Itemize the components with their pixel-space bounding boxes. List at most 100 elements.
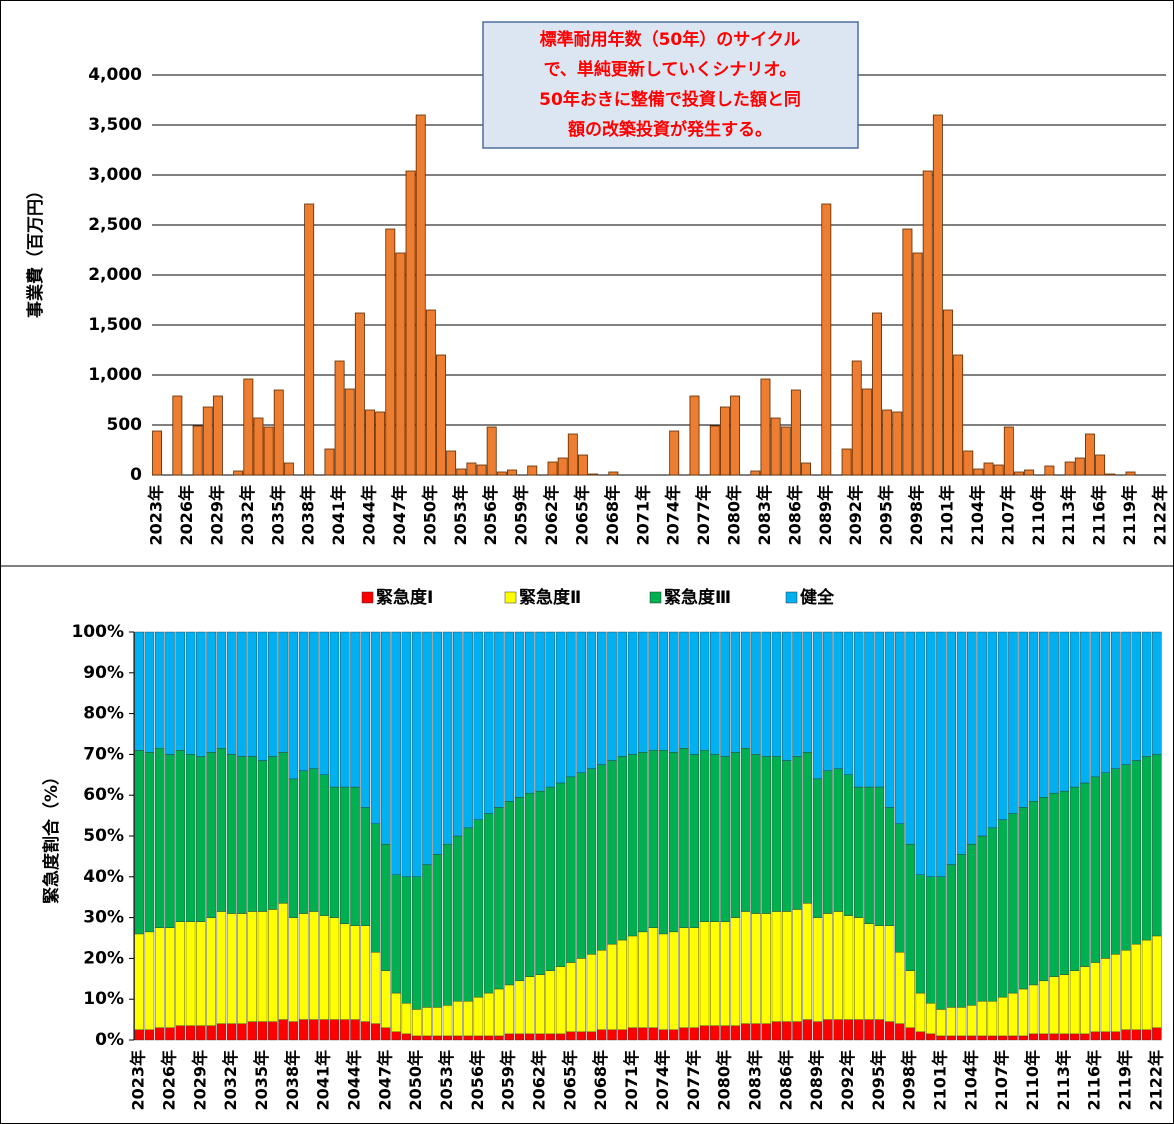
bar-segment — [1100, 1031, 1111, 1041]
bar-segment — [453, 1001, 463, 1037]
bar — [415, 114, 426, 476]
bar-segment — [792, 631, 802, 757]
x-tick-label: 2101年 — [937, 485, 956, 546]
y-tick-label: 0% — [95, 1030, 124, 1050]
bar-segment — [165, 754, 175, 929]
annotation-text: 50年おきに整備で投資した額と同 — [539, 89, 801, 110]
bar-segment — [514, 980, 525, 1035]
bar-segment — [792, 909, 802, 1022]
y-tick-label: 1,500 — [88, 315, 142, 335]
bar — [354, 312, 365, 476]
bar-segment — [350, 925, 360, 1020]
bar-segment — [946, 1035, 956, 1041]
bar-segment — [268, 631, 278, 757]
bar-segment — [555, 631, 566, 784]
legend-label: 緊急度Ⅱ — [519, 587, 581, 608]
bar-segment — [751, 631, 761, 755]
bar-segment — [566, 1031, 576, 1041]
x-tick-label: 2047年 — [375, 1050, 394, 1111]
bar-segment — [925, 1033, 936, 1041]
bar-segment — [401, 1003, 412, 1035]
bar — [801, 462, 811, 476]
bar-segment — [216, 911, 227, 1024]
bar-segment — [740, 748, 751, 912]
x-tick-label: 2029年 — [207, 485, 226, 546]
bar-segment — [956, 854, 967, 1008]
x-tick-label: 2086年 — [776, 1050, 795, 1111]
x-tick-label: 2059年 — [499, 1050, 518, 1111]
bar-segment — [134, 631, 144, 751]
bar-segment — [597, 764, 607, 951]
y-tick-label: 70% — [83, 744, 124, 764]
bar-segment — [401, 1033, 412, 1041]
bar — [283, 462, 294, 476]
bar-segment — [1090, 962, 1100, 1033]
x-tick-label: 2119年 — [1116, 1050, 1135, 1111]
bar-segment — [617, 939, 628, 1030]
bar-segment — [710, 754, 720, 922]
y-tick-label: 3,500 — [88, 115, 142, 135]
bar-segment — [597, 631, 607, 765]
bar-segment — [494, 807, 504, 990]
bar-segment — [411, 1035, 422, 1041]
bar-segment — [771, 756, 782, 912]
bar-segment — [905, 631, 915, 845]
bar-segment — [340, 631, 350, 788]
x-tick-label: 2050年 — [406, 1050, 425, 1111]
bar-segment — [226, 754, 237, 914]
bar-segment — [915, 1031, 926, 1041]
bar-segment — [134, 1029, 144, 1041]
bar — [486, 426, 497, 476]
bar-segment — [329, 631, 340, 788]
bar-segment — [905, 1027, 915, 1041]
bar-segment — [1131, 943, 1142, 1030]
bar-segment — [668, 1029, 679, 1041]
bar-segment — [1110, 768, 1121, 955]
bar — [233, 470, 244, 476]
bar-segment — [525, 976, 535, 1035]
bar-segment — [648, 631, 658, 751]
x-tick-label: 2029年 — [190, 1050, 209, 1111]
bar-segment — [381, 970, 391, 1028]
bar-segment — [401, 876, 412, 1004]
bar — [872, 312, 882, 476]
y-tick-label: 2,500 — [88, 215, 142, 235]
bar-segment — [350, 786, 360, 926]
bar-segment — [370, 823, 381, 953]
bar-segment — [946, 864, 956, 1008]
bar-segment — [761, 913, 771, 1024]
x-tick-label: 2083年 — [755, 485, 774, 546]
bar-segment — [648, 750, 658, 929]
bar-segment — [967, 1005, 977, 1037]
bar-segment — [226, 631, 237, 755]
y-tick-label: 20% — [83, 948, 124, 968]
bar-segment — [689, 927, 699, 1028]
bar-segment — [329, 1019, 340, 1041]
bar-segment — [504, 984, 514, 1035]
bar-segment — [638, 752, 648, 933]
bar-segment — [607, 760, 617, 945]
x-tick-label: 2035年 — [252, 1050, 271, 1111]
bar-segment — [977, 631, 987, 837]
bar — [861, 388, 872, 476]
x-tick-label: 2080年 — [715, 1050, 734, 1111]
bar — [912, 252, 923, 476]
bar-segment — [257, 760, 268, 912]
x-tick-label: 2083年 — [745, 1050, 764, 1111]
bar-segment — [309, 768, 319, 912]
bar — [750, 470, 761, 476]
bar-segment — [1039, 980, 1049, 1035]
y-tick-label: 0 — [130, 465, 142, 485]
bar-segment — [381, 1027, 391, 1041]
x-tick-label: 2035年 — [268, 485, 287, 546]
bar — [983, 462, 994, 476]
bar-segment — [740, 1023, 751, 1041]
bar-segment — [823, 631, 833, 771]
bar-segment — [895, 952, 905, 1024]
bar-segment — [175, 631, 186, 751]
y-tick-label: 500 — [107, 415, 143, 435]
x-tick-label: 2077年 — [684, 1050, 703, 1111]
bar-segment — [278, 903, 288, 1020]
bar — [344, 388, 355, 476]
bar-segment — [1018, 1035, 1028, 1041]
